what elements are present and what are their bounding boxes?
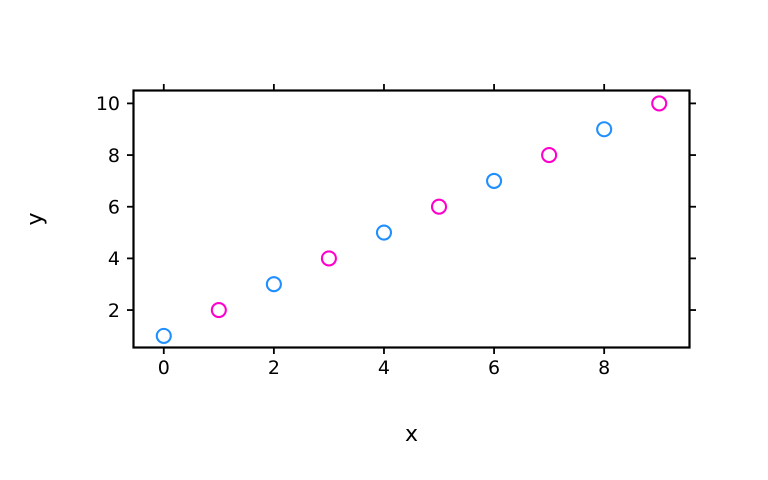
y-axis-label: y	[23, 212, 48, 225]
x-tick-label: 8	[598, 357, 610, 379]
data-point	[486, 172, 503, 189]
x-tick-label: 6	[488, 357, 500, 379]
data-point	[651, 95, 668, 112]
x-axis-label: x	[405, 422, 418, 447]
data-point	[541, 147, 558, 164]
x-tick-label: 2	[268, 357, 280, 379]
y-tick-labels-group: 2 4 6 8 10	[96, 93, 120, 322]
data-point	[430, 198, 448, 215]
axes-spines-box	[132, 89, 691, 349]
data-point	[320, 250, 337, 267]
y-tick-label: 8	[108, 145, 120, 167]
data-point	[210, 301, 227, 319]
y-tick-label: 2	[108, 300, 120, 322]
y-tick-label: 4	[108, 248, 120, 270]
data-point	[596, 121, 613, 138]
plot-area-background	[133, 90, 690, 348]
x-tick-labels-group: 0 2 4 6 8	[158, 357, 610, 379]
data-point	[155, 327, 172, 344]
data-point	[375, 224, 393, 241]
x-tick-label: 0	[158, 357, 170, 379]
data-points-group	[155, 95, 668, 344]
x-tick-label: 4	[378, 357, 390, 379]
data-point	[265, 276, 282, 293]
y-tick-label: 10	[96, 93, 120, 115]
tick-marks-group	[127, 84, 696, 354]
y-tick-label: 6	[108, 197, 120, 219]
